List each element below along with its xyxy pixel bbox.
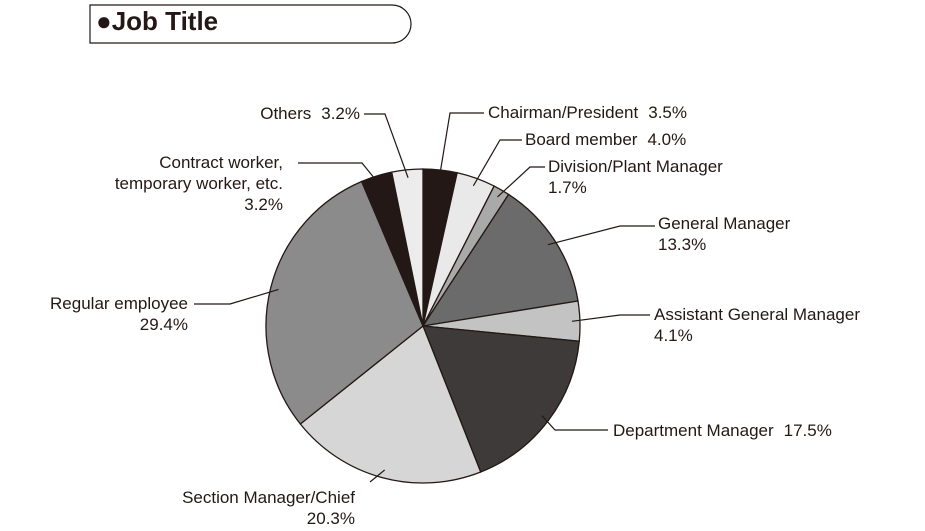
leader-line bbox=[541, 415, 608, 431]
category-label: Section Manager/Chief bbox=[182, 488, 355, 507]
value-label: 4.0% bbox=[647, 130, 687, 149]
value-label: 4.1% bbox=[654, 326, 693, 345]
leader-line bbox=[369, 469, 386, 483]
slice-label: Division/Plant Manager 1.7% bbox=[548, 156, 723, 198]
pie-slice bbox=[265, 180, 424, 425]
category-label: Board member bbox=[525, 130, 638, 149]
leader-line bbox=[547, 225, 655, 246]
pie-slice bbox=[390, 168, 424, 327]
value-label: 17.5% bbox=[783, 421, 832, 440]
leader-line bbox=[438, 112, 484, 178]
value-label: 3.2% bbox=[244, 195, 283, 214]
slice-label: Board member 4.0% bbox=[525, 129, 686, 150]
chart-title: ●Job Title bbox=[96, 6, 219, 36]
category-label: Department Manager bbox=[613, 421, 774, 440]
leader-line bbox=[298, 162, 380, 185]
category-label: Division/Plant Manager bbox=[548, 157, 723, 176]
category-label: Regular employee bbox=[50, 294, 188, 313]
value-label: 20.3% bbox=[306, 509, 355, 528]
leader-line bbox=[194, 288, 279, 305]
slice-label: Others 3.2% bbox=[260, 103, 360, 124]
leader-line bbox=[571, 314, 650, 322]
category-label: Others bbox=[260, 104, 312, 123]
slice-label: Contract worker, temporary worker, etc. 3… bbox=[115, 152, 283, 215]
leader-line bbox=[497, 166, 545, 198]
value-label: 13.3% bbox=[658, 235, 707, 254]
category-label: Chairman/President bbox=[488, 103, 639, 122]
value-label: 1.7% bbox=[548, 178, 587, 197]
value-label: 3.2% bbox=[321, 104, 360, 123]
category-label: General Manager bbox=[658, 214, 791, 233]
pie-slice bbox=[299, 324, 482, 484]
value-label: 29.4% bbox=[139, 315, 188, 334]
leader-line bbox=[364, 113, 409, 178]
pie-slice bbox=[422, 325, 580, 473]
slice-label: Assistant General Manager 4.1% bbox=[654, 304, 860, 346]
value-label: 3.5% bbox=[648, 103, 687, 122]
title-box bbox=[89, 4, 412, 44]
slice-label: Regular employee 29.4% bbox=[50, 293, 188, 335]
slice-label: General Manager 13.3% bbox=[658, 213, 790, 255]
leader-line bbox=[472, 139, 522, 187]
slice-label: Chairman/President 3.5% bbox=[488, 102, 687, 123]
category-label: Assistant General Manager bbox=[654, 305, 860, 324]
slice-label: Department Manager 17.5% bbox=[613, 420, 832, 441]
slice-label: Section Manager/Chief 20.3% bbox=[182, 487, 355, 529]
category-label: Contract worker, temporary worker, etc. bbox=[114, 153, 283, 193]
pie-slice bbox=[421, 193, 579, 327]
